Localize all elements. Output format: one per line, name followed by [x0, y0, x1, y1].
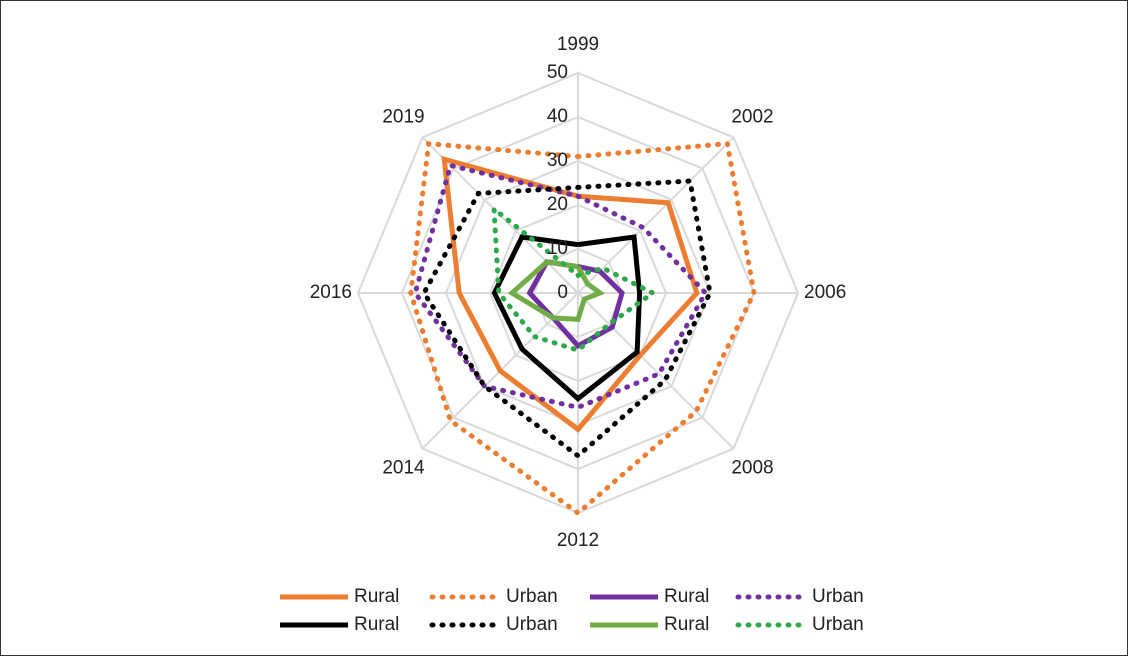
- r-tick-label: 0: [557, 282, 568, 303]
- r-tick-label: 20: [547, 194, 568, 215]
- category-label: 2012: [557, 530, 599, 551]
- category-label: 2002: [731, 107, 773, 128]
- category-label: 2006: [804, 282, 846, 303]
- legend-label: Urban: [506, 586, 558, 607]
- series-line: [412, 162, 709, 411]
- spoke: [577, 292, 735, 450]
- r-tick-label: 40: [547, 106, 568, 127]
- legend-label: Urban: [812, 614, 864, 635]
- series-line: [507, 259, 606, 323]
- legend-label: Rural: [354, 614, 399, 635]
- legend-label: Urban: [506, 614, 558, 635]
- series-line: [421, 178, 713, 460]
- legend-label: Rural: [664, 586, 709, 607]
- series-line: [526, 259, 625, 349]
- category-label: 1999: [557, 34, 599, 55]
- r-tick-label: 50: [547, 62, 568, 83]
- category-label: 2016: [310, 282, 352, 303]
- legend-label: Urban: [812, 586, 864, 607]
- series-line: [408, 140, 757, 517]
- legend-label: Rural: [664, 614, 709, 635]
- category-label: 2019: [382, 107, 424, 128]
- legend-label: Rural: [354, 586, 399, 607]
- category-label: 2008: [731, 457, 773, 478]
- r-tick-label: 10: [547, 238, 568, 259]
- series-line: [441, 155, 700, 433]
- r-tick-label: 30: [547, 150, 568, 171]
- spoke: [577, 136, 735, 294]
- series-line: [491, 234, 643, 402]
- category-label: 2014: [382, 457, 425, 478]
